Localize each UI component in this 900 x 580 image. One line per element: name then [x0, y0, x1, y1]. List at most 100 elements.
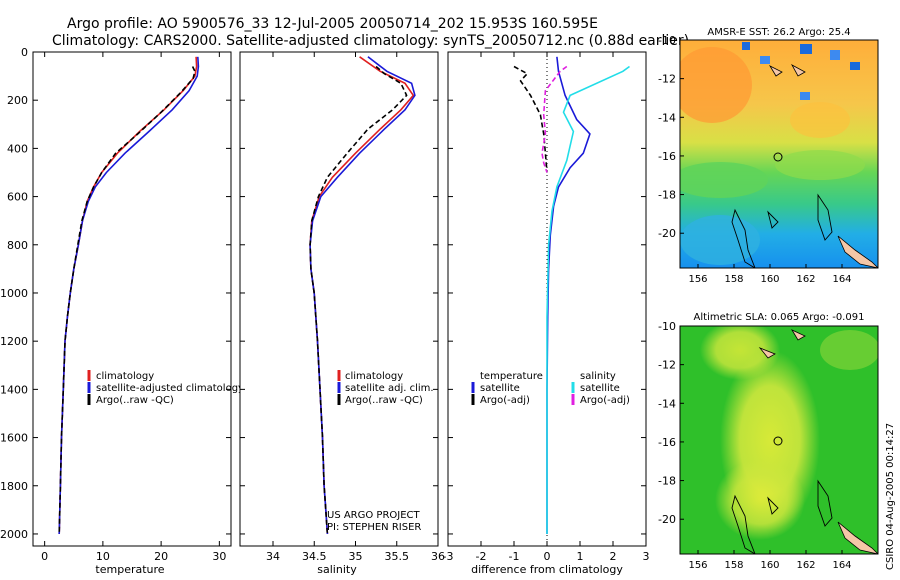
- series-line-satellite-adjusted-climatology: [58, 56, 200, 535]
- legend-label-temperature-argo: Argo(-adj): [480, 395, 530, 406]
- sst-missing-cell: [760, 56, 770, 64]
- map-y-tick-label: -20: [658, 227, 676, 240]
- depth-tick-label: 200: [7, 94, 28, 107]
- project-annotation: US ARGO PROJECT: [327, 510, 421, 521]
- depth-tick-label: 600: [7, 191, 28, 204]
- island-outline: [817, 193, 833, 241]
- sla-map-title: Altimetric SLA: 0.065 Argo: -0.091: [694, 312, 865, 323]
- sst-missing-cell: [850, 62, 860, 70]
- map-x-tick-label: 160: [760, 274, 779, 285]
- x-tick-label: 0: [41, 550, 48, 563]
- sst-map-frame: [679, 39, 879, 269]
- land-mass: [758, 347, 776, 359]
- depth-tick-label: 800: [7, 239, 28, 252]
- depth-tick-label: 400: [7, 142, 28, 155]
- x-tick-label: 3: [643, 550, 650, 563]
- map-x-tick-label: 162: [796, 560, 815, 571]
- legend-label-climatology: climatology: [345, 371, 403, 382]
- map-y-tick-label: -12: [658, 359, 676, 372]
- island-outline: [767, 496, 779, 515]
- pi-annotation: PI: STEPHEN RISER: [327, 522, 421, 533]
- depth-tick-label: 0: [21, 46, 28, 59]
- x-tick-label: 30: [212, 550, 226, 563]
- map-y-tick-label: -10: [658, 34, 676, 47]
- map-x-tick-label: 156: [688, 274, 707, 285]
- map-y-tick-label: -16: [658, 150, 676, 163]
- legend-label-argo: Argo(..raw -QC): [96, 395, 174, 406]
- x-tick-label: -3: [443, 550, 454, 563]
- depth-tick-label: 1800: [0, 480, 28, 493]
- sst-warm-patch: [680, 47, 752, 123]
- x-tick-label: 36: [431, 550, 445, 563]
- depth-tick-label: 2000: [0, 528, 28, 541]
- figure-title-line1: Argo profile: AO 5900576_33 12-Jul-2005 …: [67, 16, 598, 32]
- island-outline: [731, 208, 756, 268]
- land-mass: [837, 235, 878, 268]
- legend-label-salinity-argo: Argo(-adj): [580, 395, 630, 406]
- sla-map-panel: Altimetric SLA: 0.065 Argo: -0.091 156 15…: [658, 312, 879, 571]
- sst-missing-cell: [880, 95, 888, 101]
- temperature-legend: climatology satellite-adjusted climatolo…: [87, 370, 244, 406]
- sst-green-patch: [680, 162, 768, 198]
- series-line-argo-raw-qc-: [309, 65, 408, 535]
- depth-tick-label: 1000: [0, 287, 28, 300]
- difference-xlabel: difference from climatology: [471, 563, 623, 576]
- depth-tick-label: 1600: [0, 432, 28, 445]
- sla-mid-patch: [820, 330, 878, 370]
- legend-label-argo: Argo(..raw -QC): [345, 395, 423, 406]
- land-mass: [768, 65, 783, 77]
- legend-heading-salinity: salinity: [580, 371, 616, 382]
- argo-float-marker: [773, 152, 783, 162]
- x-tick-label: 34: [266, 550, 280, 563]
- sst-missing-cell: [830, 50, 840, 60]
- x-tick-label: 35.5: [385, 550, 410, 563]
- map-y-tick-label: -16: [658, 436, 676, 449]
- series-line-argo-raw-qc-: [58, 66, 196, 535]
- difference-legend-salinity: salinity satellite Argo(-adj): [571, 371, 630, 406]
- timestamp-credit: CSIRO 04-Aug-2005 00:14:27: [885, 423, 896, 570]
- difference-panel: -3 -2 -1 0 1 2 3 difference from climatology t…: [443, 51, 650, 576]
- map-y-tick-label: -20: [658, 513, 676, 526]
- temperature-axes-frame: [32, 51, 232, 547]
- series-line-temperature-argo-adj-: [513, 65, 548, 173]
- map-y-tick-label: -14: [658, 111, 676, 124]
- argo-float-marker: [773, 436, 783, 446]
- map-x-tick-label: 158: [724, 560, 743, 571]
- map-y-tick-label: -18: [658, 189, 676, 202]
- sst-map-panel: AMSR-E SST: 26.2 Argo: 25.4 156 158 160 162…: [658, 27, 888, 285]
- depth-axis: 0 200 400 600 800 1000 1200 1400 1600 1800 2000: [0, 46, 28, 541]
- land-mass: [837, 521, 878, 554]
- island-outline: [767, 210, 779, 229]
- island-outline: [731, 494, 756, 554]
- legend-heading-temperature: temperature: [480, 371, 543, 382]
- x-tick-label: 0: [544, 550, 551, 563]
- x-tick-label: 34.5: [302, 550, 327, 563]
- salinity-legend: climatology satellite adj. clim. Argo(..…: [337, 370, 434, 406]
- depth-tick-label: 1200: [0, 335, 28, 348]
- x-tick-label: 20: [154, 550, 168, 563]
- sst-green-patch: [775, 150, 865, 180]
- figure-title-line2: Climatology: CARS2000. Satellite-adjuste…: [52, 33, 689, 49]
- series-line-salinity-satellite: [546, 65, 630, 534]
- map-x-tick-label: 160: [760, 560, 779, 571]
- legend-label-satellite-adj: satellite adj. clim.: [345, 383, 434, 394]
- series-line-salinity-argo-adj-: [541, 65, 568, 173]
- legend-label-salinity-satellite: satellite: [580, 383, 620, 394]
- sst-missing-cell: [800, 92, 810, 100]
- map-x-tick-label: 164: [832, 274, 851, 285]
- temperature-xlabel: temperature: [95, 563, 164, 576]
- legend-label-temperature-satellite: satellite: [480, 383, 520, 394]
- sla-high-patch: [700, 326, 780, 380]
- legend-label-climatology: climatology: [96, 371, 154, 382]
- x-tick-label: -2: [476, 550, 487, 563]
- sst-missing-cell: [800, 44, 812, 54]
- depth-tick-label: 1400: [0, 383, 28, 396]
- map-y-tick-label: -18: [658, 475, 676, 488]
- x-tick-label: 2: [610, 550, 617, 563]
- salinity-xlabel: salinity: [317, 563, 357, 576]
- x-tick-label: 1: [577, 550, 584, 563]
- sst-missing-cell: [742, 42, 750, 50]
- map-x-tick-label: 162: [796, 274, 815, 285]
- x-tick-label: -1: [509, 550, 520, 563]
- sst-warm-patch: [790, 102, 850, 138]
